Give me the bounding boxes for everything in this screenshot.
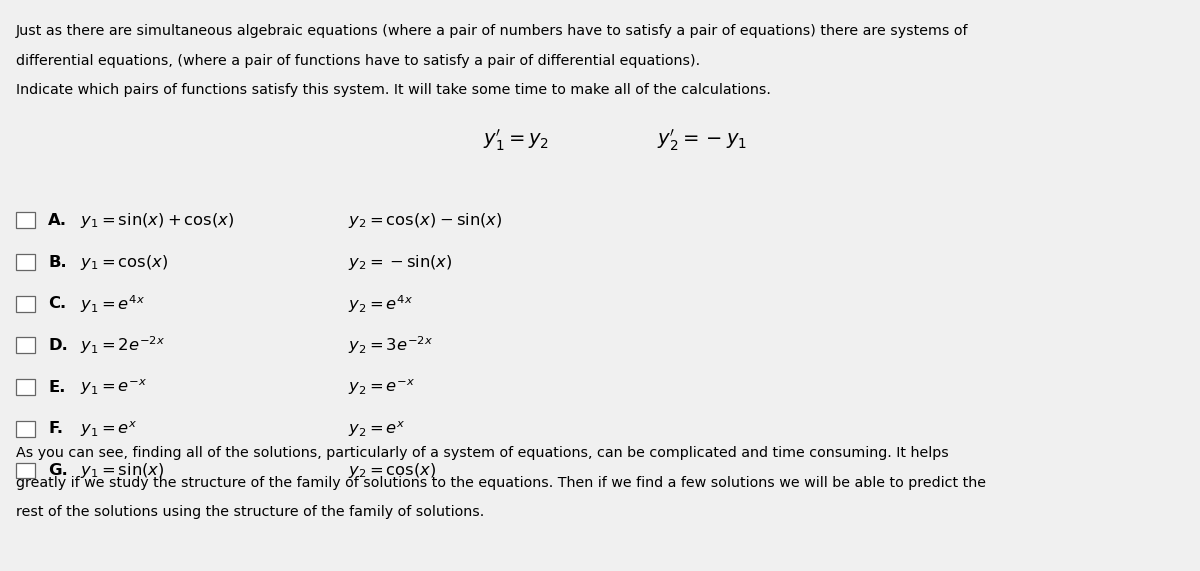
Text: $y_1 = \sin(x) + \cos(x)$: $y_1 = \sin(x) + \cos(x)$ xyxy=(80,211,235,230)
Text: $y_2 = e^{4x}$: $y_2 = e^{4x}$ xyxy=(348,293,413,315)
Bar xyxy=(16,463,35,478)
Text: $y_2 = \cos(x) - \sin(x)$: $y_2 = \cos(x) - \sin(x)$ xyxy=(348,211,503,230)
Text: $y_2' = -y_1$: $y_2' = -y_1$ xyxy=(656,127,748,152)
Text: $y_1 = \sin(x)$: $y_1 = \sin(x)$ xyxy=(80,461,164,480)
Text: $y_2 = e^{x}$: $y_2 = e^{x}$ xyxy=(348,419,406,439)
Text: B.: B. xyxy=(48,255,67,270)
Text: As you can see, finding all of the solutions, particularly of a system of equati: As you can see, finding all of the solut… xyxy=(16,446,948,460)
Text: $y_1 = e^{x}$: $y_1 = e^{x}$ xyxy=(80,419,138,439)
Bar xyxy=(16,379,35,395)
Bar xyxy=(16,421,35,437)
Text: $y_2 = e^{-x}$: $y_2 = e^{-x}$ xyxy=(348,377,415,397)
Text: D.: D. xyxy=(48,338,67,353)
Text: $y_2 = \cos(x)$: $y_2 = \cos(x)$ xyxy=(348,461,437,480)
Text: $y_2 = 3e^{-2x}$: $y_2 = 3e^{-2x}$ xyxy=(348,335,433,356)
Text: G.: G. xyxy=(48,463,67,478)
Text: $y_1 = e^{4x}$: $y_1 = e^{4x}$ xyxy=(80,293,145,315)
Text: C.: C. xyxy=(48,296,66,311)
Text: Indicate which pairs of functions satisfy this system. It will take some time to: Indicate which pairs of functions satisf… xyxy=(16,83,770,98)
Text: $y_1 = 2e^{-2x}$: $y_1 = 2e^{-2x}$ xyxy=(80,335,166,356)
Text: $y_1 = \cos(x)$: $y_1 = \cos(x)$ xyxy=(80,252,169,272)
Text: rest of the solutions using the structure of the family of solutions.: rest of the solutions using the structur… xyxy=(16,505,484,520)
Text: greatly if we study the structure of the family of solutions to the equations. T: greatly if we study the structure of the… xyxy=(16,476,985,490)
Text: F.: F. xyxy=(48,421,64,436)
Text: $y_1 = e^{-x}$: $y_1 = e^{-x}$ xyxy=(80,377,148,397)
Text: Just as there are simultaneous algebraic equations (where a pair of numbers have: Just as there are simultaneous algebraic… xyxy=(16,24,968,38)
Text: $y_2 = -\sin(x)$: $y_2 = -\sin(x)$ xyxy=(348,252,452,272)
Text: E.: E. xyxy=(48,380,65,395)
Bar xyxy=(16,337,35,353)
Bar xyxy=(16,296,35,312)
Text: A.: A. xyxy=(48,213,67,228)
Bar xyxy=(16,254,35,270)
Text: $y_1' = y_2$: $y_1' = y_2$ xyxy=(484,127,548,152)
Bar xyxy=(16,212,35,228)
Text: differential equations, (where a pair of functions have to satisfy a pair of dif: differential equations, (where a pair of… xyxy=(16,54,700,68)
